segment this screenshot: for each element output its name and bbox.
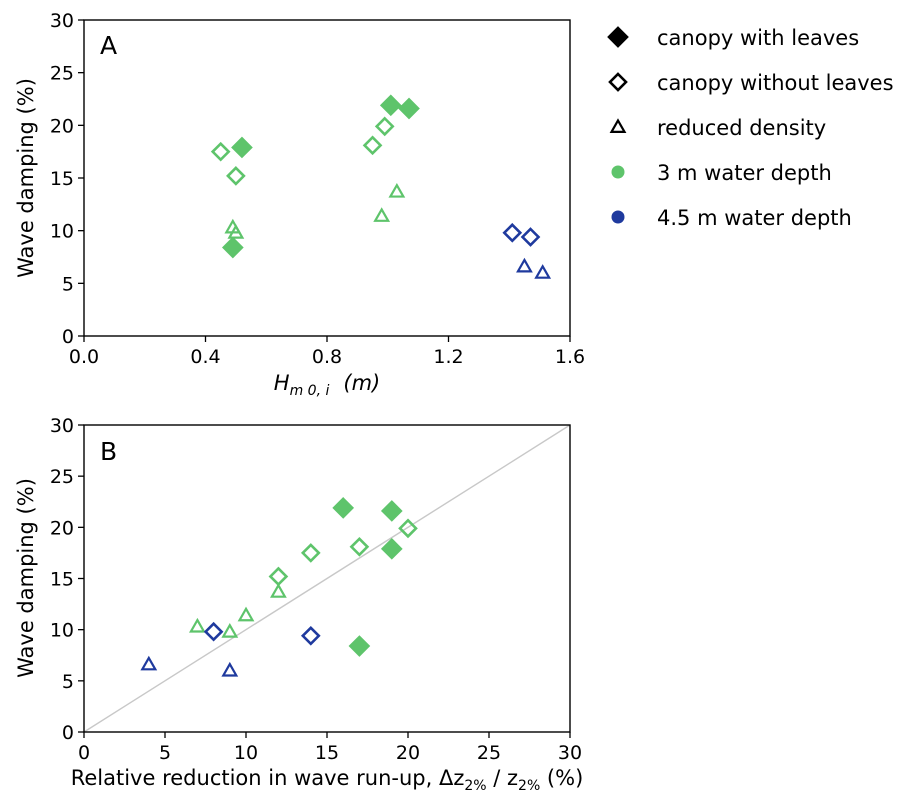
panel-a-y-tick-label: 20 [50,115,74,137]
panel-b-y-tick-label: 0 [62,722,74,744]
panel-b-x-axis-label-sub2: 2% [518,778,540,791]
panel-a-y-tick-label: 30 [50,10,74,32]
panel-a-x-tick-label: 0.4 [190,346,220,368]
panel-b-x-tick-label: 30 [558,742,582,764]
panel-b-y-tick-label: 15 [50,569,74,591]
panel-a-data-point [379,94,402,117]
panel-b-data-point [380,500,403,522]
panel-a-y-tick-label: 0 [62,326,74,348]
panel-b-y-tick-label: 5 [62,671,74,693]
panel-a-data-point [520,227,541,247]
panel-b-data-point [380,537,403,560]
panel-a-data-point [210,141,231,162]
legend: canopy with leaves canopy without leaves r… [607,26,894,230]
panel-b-data-point [221,622,239,638]
panel-a-y-tick-label: 25 [50,63,74,85]
panel-b-y-tick-label: 30 [50,415,74,437]
legend-marker [611,210,625,224]
panel-a-data-point [388,182,406,198]
panel-a-data-point [373,207,391,222]
panel-b-data-point [140,655,158,671]
panel-b-data-point [349,536,370,557]
panel-a-data-point [226,166,246,186]
panel-a-ticks: 0.0 0.4 0.8 1.2 1.6 0 5 10 15 20 25 30 [50,10,585,368]
panel-b-x-axis-label-sub1: 2% [464,778,486,791]
panel-b-data-point [348,635,371,657]
panel-a-x-axis-label: Hm 0, i (m) [274,371,380,399]
panel-b-x-tick-label: 5 [159,742,171,764]
panel-b-data-point [189,617,206,633]
panel-a-data-point [398,97,420,120]
panel-a-x-tick-label: 1.2 [433,346,463,368]
legend-label: canopy without leaves [657,71,894,95]
panel-a-data-points [210,94,552,279]
panel-b-x-tick-label: 25 [477,742,501,764]
panel-a-x-tick-label: 0.0 [69,346,99,368]
panel-a-x-tick-label: 0.8 [312,346,342,368]
panel-b-data-point [398,518,418,539]
panel-a-data-point [227,224,245,239]
panel-a-x-axis-label-unit: (m) [343,371,380,395]
panel-a-y-axis-label: Wave damping (%) [14,78,38,278]
panel-a-x-axis-label-sub: m 0, i [290,383,330,399]
panel-a-data-point [362,135,383,156]
panel-b-y-tick-label: 10 [50,620,74,642]
panel-a-data-point [374,116,395,137]
panel-b-chart: 0 5 10 15 20 25 30 0 5 10 15 20 25 30 B Wave damping … [14,415,583,791]
panel-b-x-axis-label-post: (%) [540,766,583,790]
panel-b-x-axis-label-mid: / z [487,766,518,790]
panel-b-y-tick-label: 25 [50,466,74,488]
panel-b-x-axis-label: Relative reduction in wave run-up, Δz2% … [71,766,584,791]
legend-marker [611,165,625,179]
panel-a-data-point [516,257,533,273]
panel-b-x-tick-label: 15 [315,742,339,764]
panel-b-data-point [270,583,287,598]
legend-label: 4.5 m water depth [657,206,852,230]
panel-a-x-tick-label: 1.6 [555,346,585,368]
panel-a-y-tick-label: 15 [50,168,74,190]
panel-a-data-point [534,264,552,279]
panel-a-data-point [502,222,523,243]
panel-b-ticks: 0 5 10 15 20 25 30 0 5 10 15 20 25 30 [50,415,582,764]
panel-a-x-axis-label-main: H [274,371,290,395]
legend-label: canopy with leaves [657,26,859,50]
panel-a-data-point [231,136,253,159]
legend-marker [608,72,628,92]
panel-b-data-point [300,625,321,646]
panel-b-y-axis-label: Wave damping (%) [14,478,38,678]
panel-b-data-point [237,606,255,622]
panel-b-data-point [203,621,224,642]
panel-b-x-axis-label-pre: Relative reduction in wave run-up, Δz [71,766,465,790]
panel-b-data-point [332,497,355,519]
panel-b-y-tick-label: 20 [50,517,74,539]
legend-marker [607,26,629,48]
panel-b-reference-line [83,424,571,733]
panel-a-y-tick-label: 10 [50,221,74,243]
panel-b-x-tick-label: 20 [396,742,420,764]
panel-a-chart: 0.0 0.4 0.8 1.2 1.6 0 5 10 15 20 25 30 A Wave dampi… [14,10,585,399]
panel-b-x-tick-label: 0 [78,742,90,764]
panel-b-data-points [140,497,418,677]
panel-b-x-tick-label: 10 [234,742,258,764]
legend-label: 3 m water depth [657,161,832,185]
legend-label: reduced density [657,116,826,140]
panel-b-data-point [221,661,239,677]
panel-a-y-tick-label: 5 [62,273,74,295]
legend-marker [609,118,627,133]
panel-b-letter: B [100,437,117,466]
panel-a-letter: A [100,31,117,60]
panel-b-data-point [300,543,321,563]
panel-a-data-point [221,236,244,259]
